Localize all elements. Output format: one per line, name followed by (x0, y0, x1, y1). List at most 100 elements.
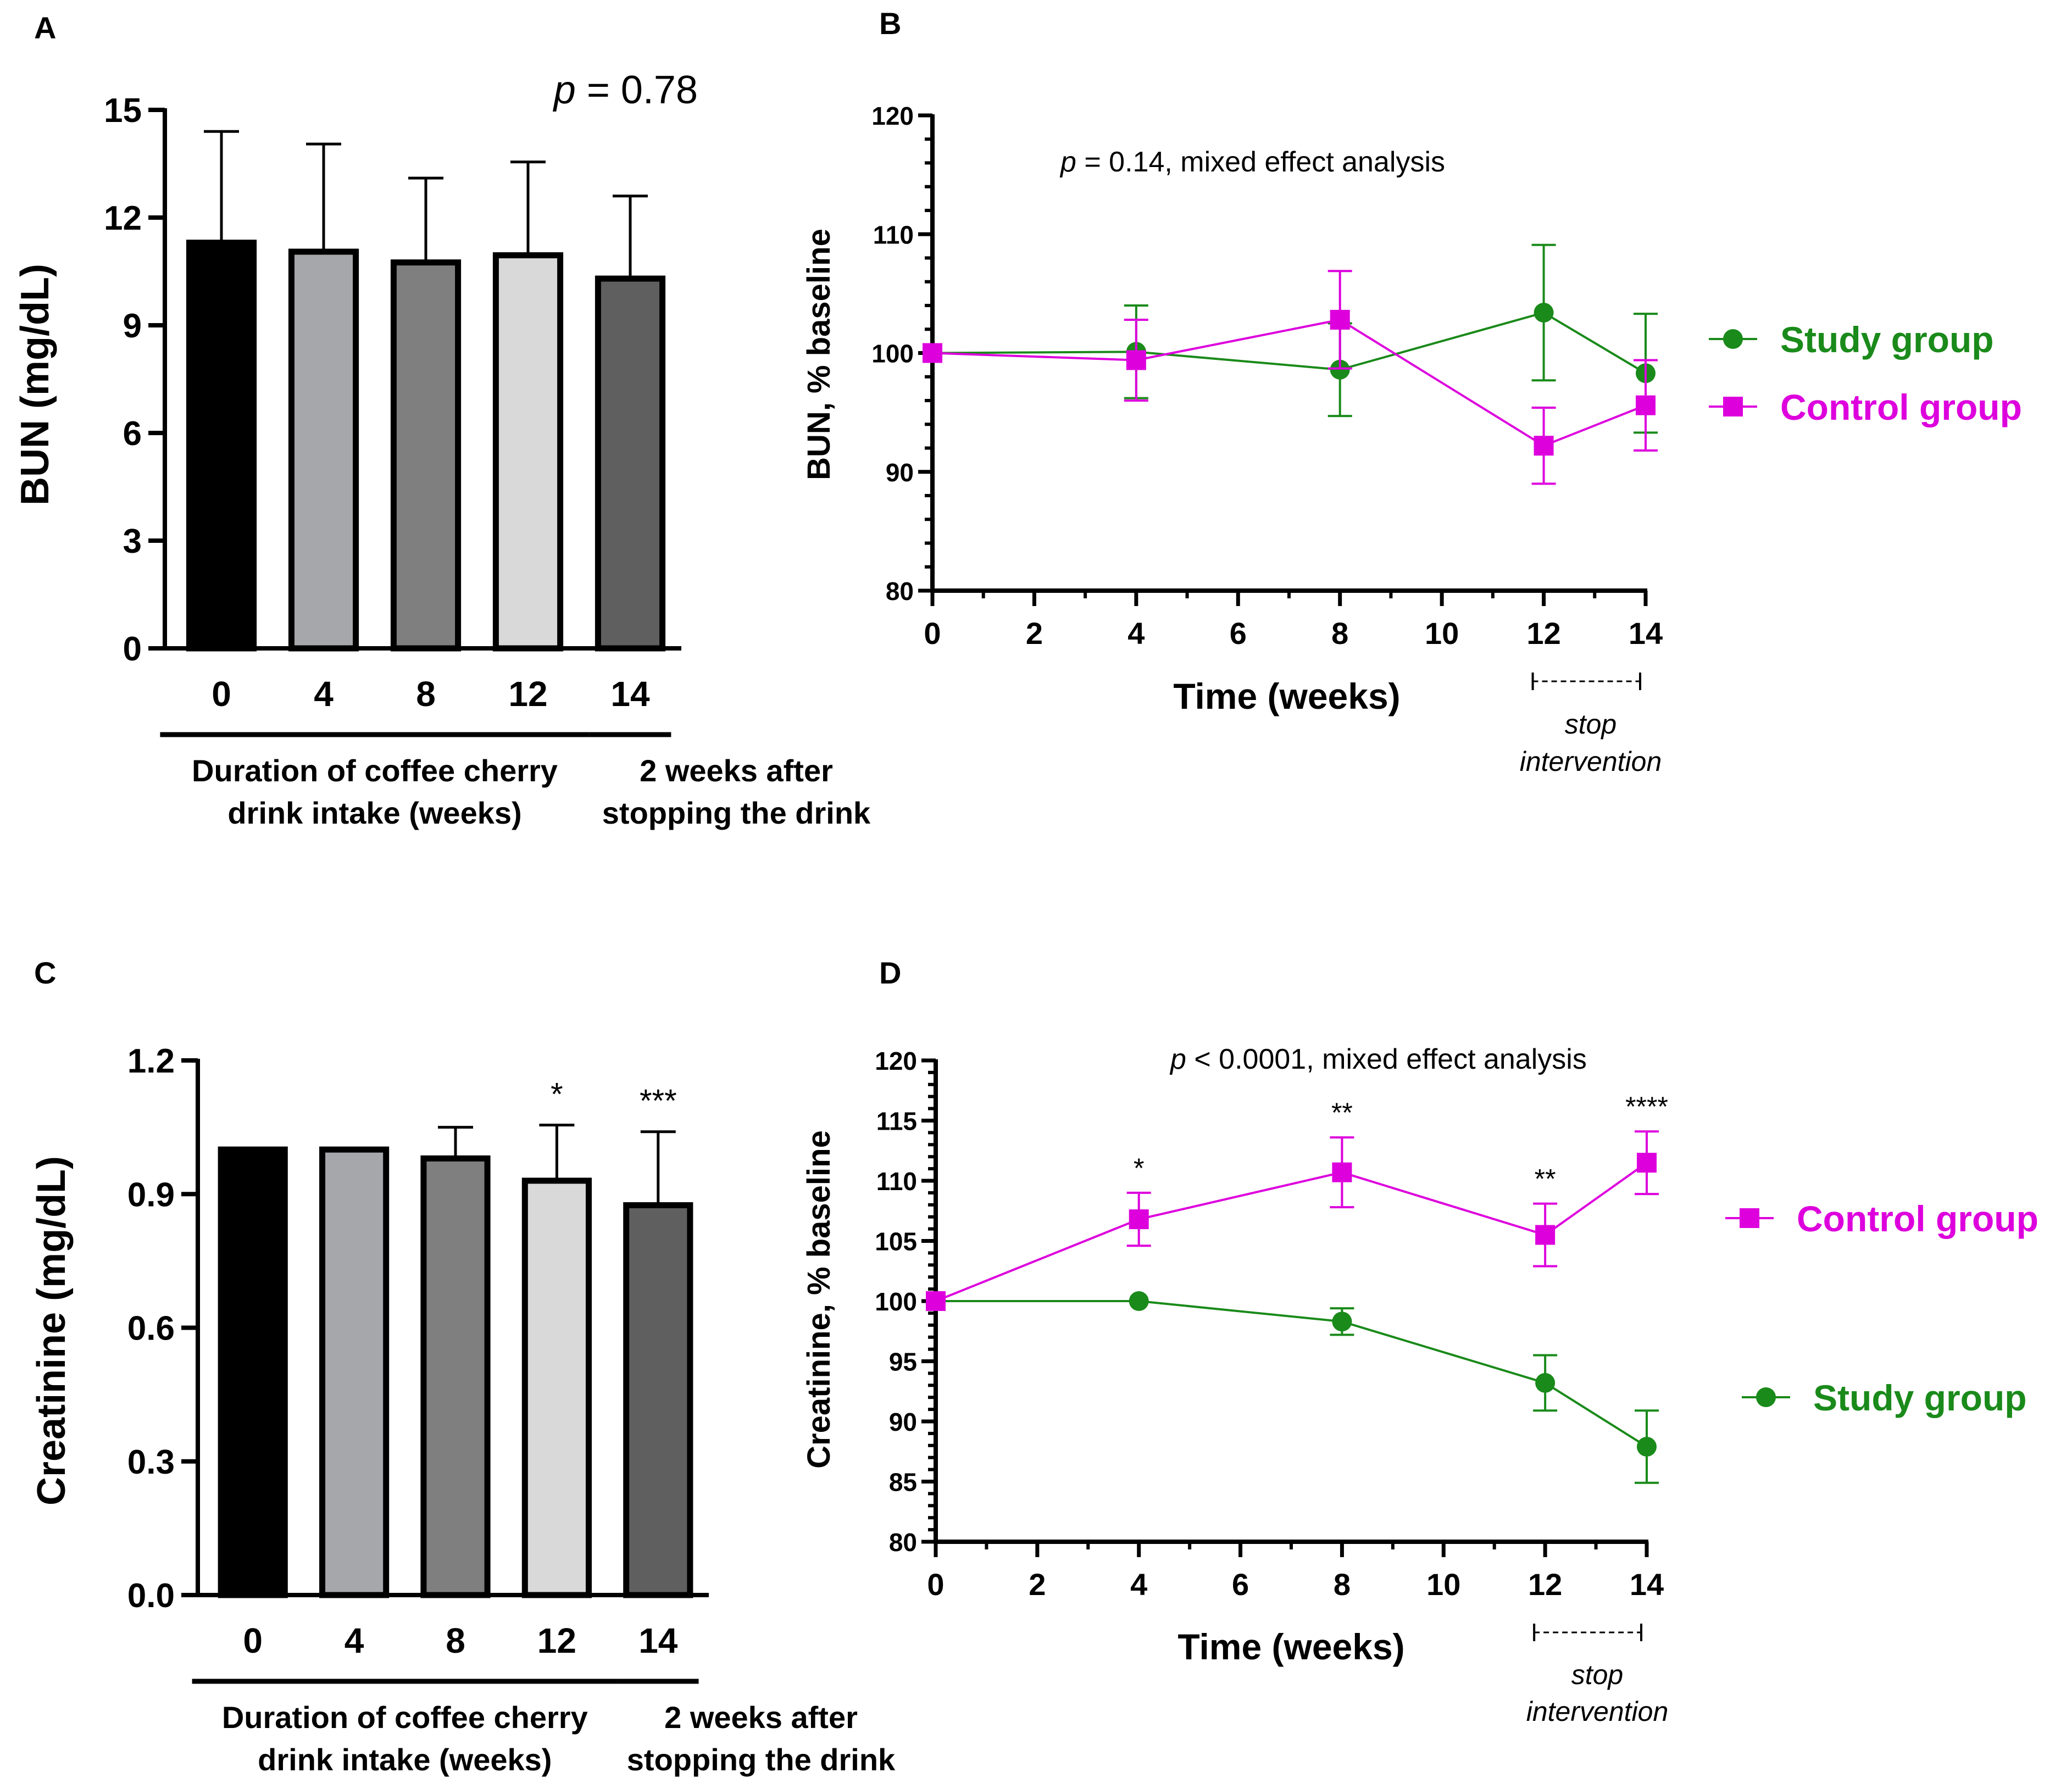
significance-mark: ** (1535, 1164, 1556, 1194)
group-label-intake-line2: drink intake (weeks) (227, 796, 521, 830)
group-label-intake-line1: Duration of coffee cherry (222, 1700, 588, 1735)
data-point-study (1129, 1291, 1149, 1311)
y-tick-label: 110 (873, 220, 914, 249)
chart-c-ylabel: Creatinine (mg/dL) (30, 1156, 74, 1505)
x-tick-label: 4 (1127, 616, 1145, 651)
legend-marker-study (1723, 329, 1743, 349)
y-tick-label: 1.2 (127, 1042, 175, 1080)
chart-d-stop-label-2: intervention (1526, 1696, 1669, 1727)
y-tick-label: 15 (104, 92, 142, 130)
y-tick-label: 120 (871, 102, 914, 130)
data-point-control (923, 343, 942, 363)
x-tick-label: 14 (610, 674, 650, 714)
bar (390, 259, 462, 652)
line-chart-bun-baseline: p = 0.14, mixed effect analysis BUN, % b… (801, 102, 2022, 777)
y-tick-label: 9 (123, 307, 142, 345)
chart-b-ylabel: BUN, % baseline (801, 229, 837, 480)
legend-marker-control (1740, 1208, 1759, 1228)
y-tick-label: 115 (876, 1107, 917, 1136)
x-tick-label: 8 (1331, 616, 1348, 651)
y-tick-label: 80 (889, 1528, 917, 1557)
chart-b-stop-label-2: intervention (1520, 746, 1662, 777)
chart-d-stop-label-1: stop (1571, 1659, 1624, 1690)
y-tick-label: 100 (871, 340, 914, 368)
x-tick-label: 6 (1232, 1567, 1249, 1602)
x-tick-label: 4 (345, 1621, 364, 1660)
x-tick-label: 12 (1528, 1567, 1562, 1602)
chart-d-xlabel: Time (weeks) (1177, 1626, 1404, 1667)
significance-mark: ** (1331, 1097, 1353, 1128)
series-line-study (932, 311, 1647, 374)
x-tick-label: 14 (638, 1621, 678, 1660)
series-line-study (936, 1300, 1648, 1448)
x-tick-label: 0 (212, 674, 231, 714)
group-label-intake-line2: drink intake (weeks) (258, 1742, 552, 1777)
group-label-intake-line1: Duration of coffee cherry (192, 753, 558, 788)
data-point-control (926, 1291, 946, 1311)
chart-a-stat-text: p = 0.78 (553, 68, 698, 112)
x-tick-label: 14 (1629, 616, 1663, 651)
legend-marker-control (1723, 397, 1743, 416)
bar (319, 1146, 390, 1598)
x-tick-label: 12 (508, 674, 547, 714)
chart-b-stop-label-1: stop (1565, 709, 1617, 740)
x-tick-label: 12 (1526, 616, 1560, 651)
data-point-study (1330, 359, 1350, 380)
legend-marker-study (1756, 1387, 1776, 1407)
y-tick-label: 12 (104, 199, 142, 237)
data-point-control (1129, 1209, 1149, 1230)
bar (623, 1202, 693, 1598)
y-tick-label: 100 (875, 1287, 917, 1316)
panel-label-d: D (879, 955, 901, 990)
y-tick-label: 0.3 (127, 1443, 175, 1481)
bar-chart-creatinine: Creatinine (mg/dL) 0.0 0.3 0.6 0.9 1.2 0 4 8 12 *… (30, 1042, 896, 1777)
x-tick-label: 0 (927, 1567, 944, 1602)
x-tick-label: 12 (537, 1621, 576, 1660)
y-tick-label: 3 (123, 523, 142, 560)
line-chart-creatinine-baseline: p < 0.0001, mixed effect analysis Creati… (801, 1043, 2038, 1727)
x-tick-label: 2 (1026, 616, 1043, 651)
data-point-control (1534, 436, 1554, 456)
panel-label-b: B (879, 6, 901, 41)
x-tick-label: 8 (416, 674, 436, 714)
bar (492, 252, 564, 652)
x-tick-label: 14 (1630, 1567, 1664, 1602)
data-point-control (1636, 395, 1656, 415)
y-tick-label: 0.9 (127, 1176, 175, 1214)
y-tick-label: 0.0 (127, 1577, 175, 1615)
chart-d-ylabel: Creatinine, % baseline (801, 1130, 837, 1469)
x-tick-label: 8 (1334, 1567, 1351, 1602)
chart-d-stat-text: p < 0.0001, mixed effect analysis (1169, 1043, 1587, 1075)
data-point-control (1637, 1153, 1657, 1173)
y-tick-label: 0 (123, 630, 142, 668)
significance-mark: * (1134, 1153, 1144, 1184)
bar (186, 240, 257, 652)
x-tick-label: 4 (1130, 1567, 1147, 1602)
group-label-after-line2: stopping the drink (602, 796, 871, 830)
bar (521, 1177, 592, 1598)
data-point-control (1535, 1225, 1556, 1245)
group-label-after-line1: 2 weeks after (664, 1700, 858, 1735)
data-point-study (1535, 1373, 1556, 1393)
y-tick-label: 90 (889, 1408, 917, 1436)
y-tick-label: 95 (889, 1348, 917, 1376)
series-line-control (932, 318, 1646, 447)
y-tick-label: 0.6 (127, 1310, 175, 1348)
y-tick-label: 80 (886, 577, 914, 605)
x-tick-label: 10 (1425, 616, 1459, 651)
bar (595, 275, 666, 652)
bar (288, 248, 359, 652)
significance-mark: * (551, 1077, 563, 1113)
bar-chart-bun: p = 0.78 BUN (mg/dL) 0 3 6 9 12 15 0 4 8 12 14 Dura… (13, 68, 871, 830)
x-tick-label: 4 (314, 674, 334, 714)
data-point-control (1330, 309, 1350, 330)
legend-label: Control group (1780, 387, 2022, 427)
y-tick-label: 120 (875, 1047, 917, 1075)
significance-mark: *** (640, 1084, 677, 1119)
chart-b-xlabel: Time (weeks) (1173, 676, 1400, 716)
data-point-study (1332, 1312, 1352, 1332)
group-label-after-line2: stopping the drink (627, 1742, 896, 1777)
x-tick-label: 6 (1230, 616, 1247, 651)
chart-b-stat-text: p = 0.14, mixed effect analysis (1059, 146, 1445, 178)
